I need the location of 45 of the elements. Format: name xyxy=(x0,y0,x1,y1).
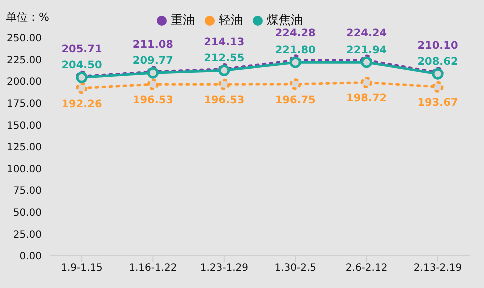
data-label: 221.94 xyxy=(346,44,388,56)
y-tick-label: 150.00 xyxy=(7,120,42,132)
legend-label: 轻油 xyxy=(219,13,243,27)
point xyxy=(290,78,302,90)
point xyxy=(76,82,88,94)
y-tick-label: 175.00 xyxy=(7,98,42,110)
data-label: 196.75 xyxy=(275,94,316,106)
y-tick-label: 50.00 xyxy=(13,208,42,219)
x-tick-label: 2.13-2.19 xyxy=(414,263,462,274)
x-tick-label: 1.16-1.22 xyxy=(129,263,178,274)
data-label: 221.80 xyxy=(275,44,316,57)
data-label: 196.53 xyxy=(204,94,245,107)
y-tick-label: 200.00 xyxy=(7,77,42,88)
x-tick-label: 1.9-1.15 xyxy=(61,263,103,274)
x-tick-label: 1.23-1.29 xyxy=(200,263,248,274)
data-label: 205.71 xyxy=(62,44,102,56)
data-label: 192.26 xyxy=(62,98,102,110)
data-label: 214.13 xyxy=(204,36,245,48)
data-label: 212.55 xyxy=(204,52,245,65)
data-label: 193.67 xyxy=(418,97,458,110)
point xyxy=(361,76,373,88)
data-label: 208.62 xyxy=(418,56,458,68)
y-axis-title: 单位：% xyxy=(6,10,50,25)
legend-label: 重油 xyxy=(171,13,195,27)
data-label: 210.10 xyxy=(418,40,458,52)
y-tick-label: 225.00 xyxy=(7,55,42,66)
y-tick-label: 250.00 xyxy=(7,34,42,45)
data-label: 209.77 xyxy=(132,55,174,68)
data-label: 196.53 xyxy=(132,94,174,107)
x-tick-label: 1.30-2.5 xyxy=(274,263,316,274)
data-label: 211.08 xyxy=(132,38,174,51)
y-tick-label: 75.00 xyxy=(13,186,42,198)
point xyxy=(218,78,230,90)
y-tick-label: 100.00 xyxy=(7,164,42,176)
y-tick-label: 125.00 xyxy=(7,142,42,154)
y-tick-label: 0.00 xyxy=(20,252,42,263)
legend-label: 煤焦油 xyxy=(267,13,303,27)
point xyxy=(147,78,159,90)
data-label: 224.24 xyxy=(346,27,388,40)
data-label: 204.50 xyxy=(62,60,102,72)
point xyxy=(432,81,444,93)
y-tick-label: 25.00 xyxy=(13,230,42,241)
data-label: 198.72 xyxy=(346,92,388,105)
data-label: 224.28 xyxy=(275,27,316,40)
x-tick-label: 2.6-2.12 xyxy=(346,263,388,274)
